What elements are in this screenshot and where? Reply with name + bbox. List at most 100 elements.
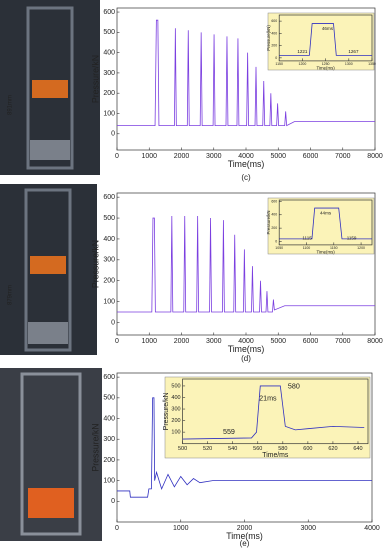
annotation: 1267: [348, 49, 359, 54]
y-tick-label: 400: [271, 213, 277, 217]
x-tick-label: 1050: [275, 246, 283, 250]
photo-label: 891mm: [8, 95, 14, 115]
x-tick-label: 1150: [275, 62, 283, 66]
x-tick-label: 2000: [237, 525, 253, 532]
x-tick-label: 6000: [303, 153, 319, 160]
y-axis-label: Pressure/kN: [266, 210, 271, 234]
x-tick-label: 7000: [335, 153, 351, 160]
x-tick-label: 560: [253, 446, 262, 452]
photo-c: [0, 0, 100, 175]
y-tick-label: 500: [171, 383, 180, 389]
y-tick-label: 200: [171, 418, 180, 424]
caption: (c): [241, 173, 251, 182]
y-tick-label: 200: [103, 90, 115, 97]
x-tick-label: 1250: [322, 62, 330, 66]
x-tick-label: 620: [328, 446, 337, 452]
x-tick-label: 580: [278, 446, 287, 452]
y-tick-label: 400: [171, 395, 180, 401]
x-axis-label: Time/ms: [262, 452, 289, 459]
x-tick-label: 640: [353, 446, 362, 452]
photo-d: [0, 184, 97, 355]
y-axis-label: Pressure/kN: [163, 392, 170, 430]
frame: [26, 6, 74, 170]
x-tick-label: 1150: [330, 246, 338, 250]
x-tick-label: 1000: [141, 153, 157, 160]
base: [28, 322, 68, 344]
signal-line: [117, 19, 375, 127]
y-tick-label: 0: [111, 131, 115, 138]
photo-e: [0, 368, 102, 541]
x-tick-label: 3000: [206, 153, 222, 160]
y-tick-label: 200: [271, 226, 277, 230]
x-tick-label: 1100: [303, 246, 311, 250]
x-axis-label: Time(ms): [226, 531, 263, 541]
y-axis-label: Pressure/kN: [90, 423, 100, 471]
x-tick-label: 0: [115, 525, 119, 532]
y-tick-label: 400: [271, 31, 277, 35]
y-tick-label: 200: [271, 44, 277, 48]
x-tick-label: 600: [303, 446, 312, 452]
y-tick-label: 500: [103, 215, 115, 222]
x-axis-label: Time(ms): [316, 65, 335, 70]
signal-line: [117, 397, 372, 498]
x-tick-label: 4000: [238, 338, 254, 345]
y-tick-label: 400: [103, 236, 115, 243]
x-tick-label: 0: [115, 338, 119, 345]
annotation: 1115: [302, 235, 312, 240]
annotation: 44ms: [320, 211, 332, 216]
hammer: [28, 488, 74, 518]
y-tick-label: 500: [103, 395, 115, 402]
x-tick-label: 1350: [368, 62, 376, 66]
y-tick-label: 300: [103, 436, 115, 443]
x-tick-label: 1000: [173, 525, 189, 532]
x-tick-label: 4000: [364, 525, 380, 532]
caption: (d): [241, 354, 251, 363]
y-tick-label: 0: [275, 239, 277, 243]
annotation: 1221: [297, 49, 308, 54]
x-tick-label: 0: [115, 153, 119, 160]
x-tick-label: 4000: [238, 153, 254, 160]
y-tick-label: 300: [171, 406, 180, 412]
x-tick-label: 5000: [270, 338, 286, 345]
x-axis-label: Time(ms): [228, 159, 265, 169]
plot-area: [278, 14, 373, 62]
x-tick-label: 8000: [367, 153, 383, 160]
y-tick-label: 200: [103, 278, 115, 285]
x-tick-label: 500: [178, 446, 187, 452]
signal-line: [182, 385, 365, 440]
x-tick-label: 2000: [174, 153, 190, 160]
y-tick-label: 600: [103, 374, 115, 381]
x-tick-label: 1200: [357, 246, 365, 250]
y-tick-label: 100: [103, 110, 115, 117]
y-tick-label: 300: [103, 70, 115, 77]
y-axis-label: Pressure(kN): [266, 25, 271, 51]
x-tick-label: 5000: [270, 153, 286, 160]
x-tick-label: 1000: [141, 338, 157, 345]
x-tick-label: 8000: [367, 338, 383, 345]
signal-line: [279, 207, 372, 240]
x-tick-label: 1200: [299, 62, 307, 66]
annotation: 1159: [347, 235, 357, 240]
signal-line: [117, 215, 375, 313]
y-axis-label: Pressure/kN: [90, 55, 100, 103]
y-tick-label: 100: [103, 298, 115, 305]
y-tick-label: 600: [103, 194, 115, 201]
y-tick-label: 600: [271, 19, 277, 23]
y-tick-label: 300: [103, 257, 115, 264]
signal-line: [279, 23, 372, 56]
caption: (e): [240, 539, 250, 548]
y-tick-label: 0: [275, 56, 277, 60]
frame: [24, 188, 72, 352]
x-tick-label: 7000: [335, 338, 351, 345]
x-tick-label: 520: [203, 446, 212, 452]
annotation: 21ms: [259, 394, 277, 402]
base: [30, 140, 70, 160]
y-tick-label: 0: [111, 498, 115, 505]
x-axis-label: Time(ms): [228, 344, 265, 354]
y-tick-label: 100: [171, 430, 180, 436]
x-tick-label: 2000: [174, 338, 190, 345]
x-tick-label: 1300: [345, 62, 353, 66]
annotation: 559: [223, 428, 235, 436]
x-tick-label: 3000: [300, 525, 316, 532]
